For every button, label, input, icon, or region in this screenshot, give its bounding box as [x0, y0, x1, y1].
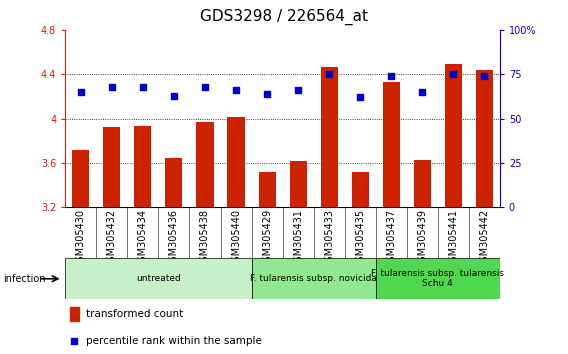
Bar: [258, 172, 275, 207]
Bar: [352, 172, 369, 207]
Text: GSM305437: GSM305437: [386, 209, 396, 268]
Text: F. tularensis subsp. tularensis
Schu 4: F. tularensis subsp. tularensis Schu 4: [371, 269, 504, 289]
Text: untreated: untreated: [136, 274, 181, 283]
Text: F. tularensis subsp. novicida: F. tularensis subsp. novicida: [250, 274, 377, 283]
Bar: [414, 160, 431, 207]
Text: GDS3298 / 226564_at: GDS3298 / 226564_at: [200, 9, 368, 25]
Point: [107, 84, 116, 90]
Text: transformed count: transformed count: [86, 309, 183, 319]
Text: GSM305434: GSM305434: [138, 209, 148, 268]
Bar: [228, 118, 245, 207]
Bar: [445, 64, 462, 207]
Point: [356, 95, 365, 100]
Point: [232, 87, 241, 93]
Text: GSM305441: GSM305441: [448, 209, 458, 268]
Point: [387, 73, 396, 79]
Text: GSM305435: GSM305435: [355, 209, 365, 268]
Bar: [197, 122, 214, 207]
Text: GSM305432: GSM305432: [107, 209, 117, 268]
Bar: [383, 82, 400, 207]
Point: [70, 338, 79, 344]
Text: GSM305431: GSM305431: [293, 209, 303, 268]
Text: percentile rank within the sample: percentile rank within the sample: [86, 336, 262, 346]
Text: GSM305439: GSM305439: [417, 209, 427, 268]
Point: [262, 91, 272, 97]
Bar: [290, 161, 307, 207]
Text: GSM305429: GSM305429: [262, 209, 272, 268]
Point: [449, 72, 458, 77]
Bar: [320, 67, 337, 207]
Point: [324, 72, 333, 77]
Point: [169, 93, 178, 98]
Text: GSM305436: GSM305436: [169, 209, 179, 268]
Bar: [252, 258, 375, 299]
Bar: [103, 127, 120, 207]
Bar: [70, 307, 79, 321]
Text: GSM305440: GSM305440: [231, 209, 241, 268]
Bar: [375, 258, 500, 299]
Bar: [65, 258, 252, 299]
Text: GSM305438: GSM305438: [200, 209, 210, 268]
Bar: [476, 70, 493, 207]
Point: [294, 87, 303, 93]
Point: [76, 89, 85, 95]
Bar: [165, 158, 182, 207]
Point: [480, 73, 489, 79]
Point: [201, 84, 210, 90]
Text: GSM305430: GSM305430: [76, 209, 86, 268]
Bar: [72, 149, 89, 207]
Point: [139, 84, 148, 90]
Text: infection: infection: [3, 274, 45, 284]
Bar: [135, 126, 152, 207]
Text: GSM305442: GSM305442: [479, 209, 489, 268]
Text: GSM305433: GSM305433: [324, 209, 334, 268]
Point: [417, 89, 427, 95]
